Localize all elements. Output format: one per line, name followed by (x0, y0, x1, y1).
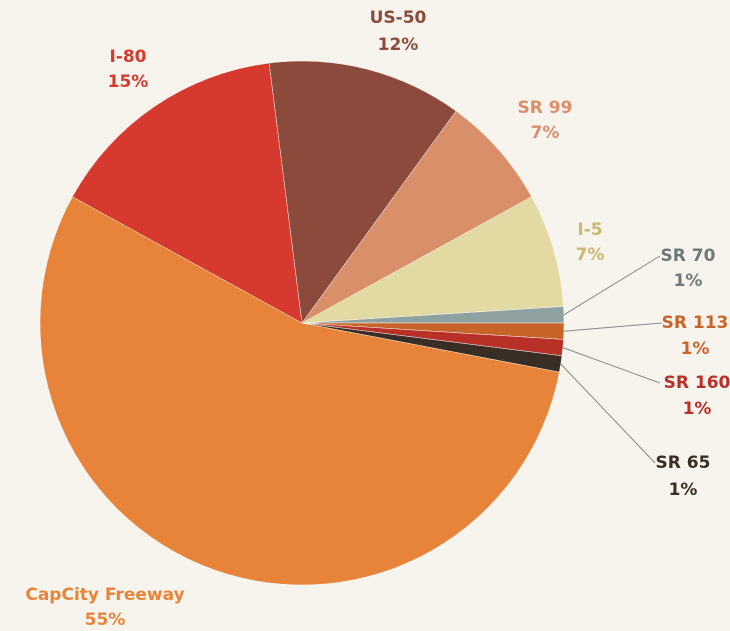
slice-label: CapCity Freeway (25, 585, 184, 605)
slice-value: 1% (681, 339, 710, 359)
slice-label: SR 99 (518, 98, 573, 118)
slice-value: 1% (683, 399, 712, 419)
leader-line (563, 255, 661, 316)
slice-value: 15% (108, 72, 149, 92)
slice-label: SR 160 (664, 373, 730, 393)
slice-value: 1% (674, 271, 703, 291)
slice-label: I-5 (577, 220, 602, 240)
pie-slice (268, 60, 457, 324)
leader-line (562, 347, 661, 384)
leader-line (563, 322, 663, 332)
pie-slice (301, 110, 532, 324)
slice-value: 55% (85, 610, 126, 630)
slice-value: 7% (576, 245, 605, 265)
pie-slice (39, 196, 560, 586)
slice-label: SR 70 (661, 246, 716, 266)
leader-line (560, 363, 656, 464)
slice-label: I-80 (109, 47, 146, 67)
pie-slice (301, 196, 564, 324)
slice-label: SR 65 (656, 453, 711, 473)
slice-label: US-50 (370, 8, 427, 28)
slice-value: 1% (669, 480, 698, 500)
pie-slice (72, 62, 303, 324)
pie-slice (301, 322, 563, 373)
slice-label: SR 113 (662, 313, 729, 333)
slice-value: 7% (531, 123, 560, 143)
slice-value: 12% (378, 35, 419, 55)
